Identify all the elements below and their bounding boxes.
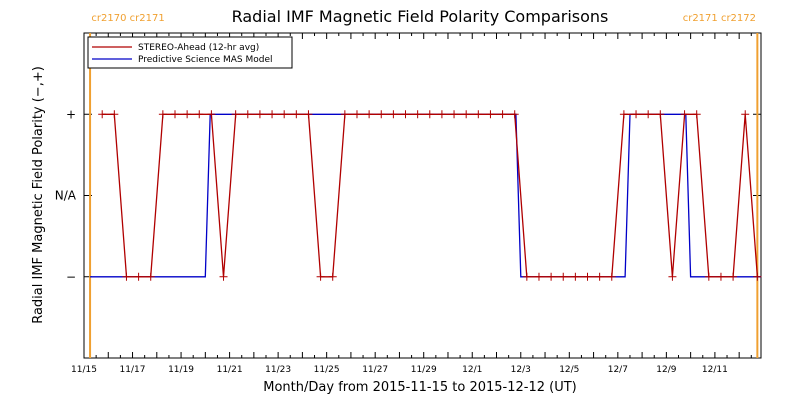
y-axis-label: Radial IMF Magnetic Field Polarity (−,+) <box>31 66 46 324</box>
x-tick-label: 12/5 <box>559 365 579 375</box>
x-tick-label: 11/15 <box>71 365 97 375</box>
x-tick-label: 12/11 <box>702 365 728 375</box>
y-axis-ticks: + N/A − <box>55 107 761 284</box>
series-line-mas <box>90 113 761 278</box>
legend-label-stereo: STEREO-Ahead (12-hr avg) <box>138 43 259 53</box>
x-tick-label: 11/27 <box>362 365 388 375</box>
legend-box <box>87 36 293 69</box>
carrington-rotation-markers: cr2170 cr2171 cr2171 cr2172 <box>89 13 759 358</box>
legend: STEREO-Ahead (12-hr avg) Predictive Scie… <box>87 36 293 69</box>
y-tick-label: N/A <box>55 189 77 203</box>
chart-title: Radial IMF Magnetic Field Polarity Compa… <box>232 7 609 26</box>
x-tick-label: 11/29 <box>411 365 437 375</box>
y-tick-label: − <box>66 270 76 284</box>
x-tick-label: 11/23 <box>265 365 291 375</box>
x-tick-label: 12/9 <box>656 365 676 375</box>
legend-label-mas: Predictive Science MAS Model <box>138 55 273 65</box>
y-tick-label: + <box>66 107 76 121</box>
carrington-label: cr2170 cr2171 <box>91 13 164 24</box>
x-axis-ticks: 11/15 11/17 11/19 11/21 11/23 11/25 11/27 11/29… <box>71 33 752 375</box>
x-tick-label: 11/19 <box>168 365 194 375</box>
x-tick-label: 11/17 <box>120 365 146 375</box>
carrington-label: cr2171 cr2172 <box>683 13 756 24</box>
x-tick-label: 11/21 <box>217 365 243 375</box>
x-tick-label: 12/3 <box>511 365 531 375</box>
x-tick-label: 12/7 <box>608 365 628 375</box>
x-tick-label: 11/25 <box>314 365 340 375</box>
series-layer <box>90 110 762 281</box>
series-line-stereo <box>102 113 759 278</box>
x-tick-label: 12/1 <box>462 365 482 375</box>
plot-area <box>83 32 762 359</box>
x-axis-label: Month/Day from 2015-11-15 to 2015-12-12 … <box>263 380 576 395</box>
